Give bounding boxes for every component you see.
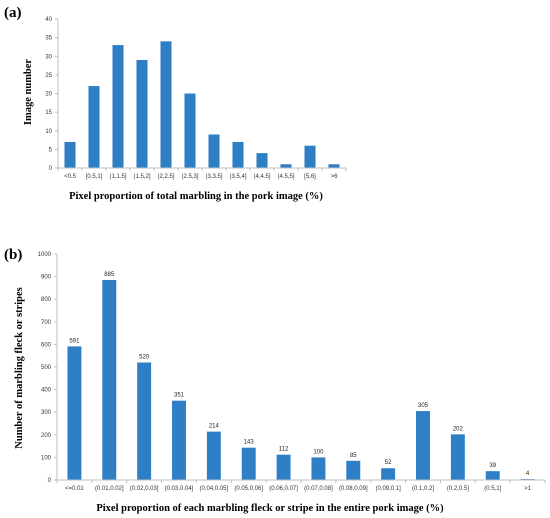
panel-b-bar	[241, 447, 256, 480]
panel-a-bar	[160, 41, 172, 168]
panel-a-bar	[136, 59, 148, 168]
panel-b-y-tick-label: 300	[41, 410, 52, 416]
panel-b-bar	[416, 411, 430, 480]
panel-b-bar	[485, 471, 500, 480]
panel-b-data-label: 100	[313, 449, 324, 455]
panel-b-data-label: 885	[104, 272, 115, 278]
panel-b-y-tick-label: 900	[41, 275, 52, 281]
panel-b-y-tick-label: 500	[41, 365, 52, 371]
panel-a-bar	[256, 153, 268, 168]
panel-a-x-tick-label: (2.5,3]	[181, 174, 198, 180]
panel-a-y-tick-label: 20	[45, 92, 52, 98]
panel-b-y-tick-label: 0	[48, 478, 52, 484]
panel-b-bar	[311, 457, 326, 480]
panel-a-x-tick-label: >6	[331, 174, 339, 180]
panel-b-data-label: 85	[350, 453, 357, 459]
panel-b-y-tick-label: 400	[41, 388, 52, 394]
panel-b-x-tick-label: (0.04,0.05]	[200, 486, 229, 492]
panel-a-x-axis-title: Pixel proportion of total marbling in th…	[69, 191, 323, 202]
panel-b-bar	[206, 431, 221, 480]
panel-b-data-label: 143	[244, 440, 255, 446]
panel-a-bar	[328, 164, 340, 168]
panel-a-y-tick-label: 10	[45, 129, 52, 135]
panel-a-y-tick-label: 15	[45, 110, 52, 116]
panel-a-bar	[304, 145, 316, 168]
panel-a-y-tick-label: 0	[49, 166, 53, 172]
panel-b-y-tick-label: 200	[41, 433, 52, 439]
panel-a-y-tick-label: 35	[45, 36, 52, 42]
panel-b: (b) Number of marbling fleck or stripes …	[4, 247, 546, 514]
panel-a-x-tick-label: [0.5,1]	[86, 174, 103, 180]
panel-b-bar	[381, 468, 396, 480]
panel-b-bar	[102, 279, 117, 480]
panel-a-x-tick-label: (4.5,5]	[277, 174, 294, 180]
panel-a-x-tick-label: (2,2.5]	[157, 174, 174, 180]
panel-b-x-tick-label: (0.03,0.04]	[165, 486, 194, 492]
panel-b-data-label: 52	[385, 460, 392, 466]
panel-b-data-label: 351	[174, 393, 185, 399]
panel-a-bar	[112, 45, 124, 169]
panel-a-x-tick-label: [5,6]	[304, 174, 316, 180]
panel-b-bar	[137, 362, 152, 480]
panel-a-bar	[232, 141, 244, 168]
panel-b-x-tick-label: (0.07,0.08]	[304, 486, 333, 492]
panel-b-bar	[67, 346, 82, 480]
panel-b-x-tick-label: (0.01,0.02]	[95, 486, 124, 492]
panel-b-x-tick-label: <=0.01	[65, 486, 84, 492]
panel-a-bar	[184, 93, 196, 168]
panel-b-y-tick-label: 800	[41, 297, 52, 303]
panel-b-data-label: 39	[489, 463, 496, 469]
panel-a-letter: (a)	[4, 5, 22, 21]
panel-b-x-tick-label: (0.09,0.1]	[375, 486, 401, 492]
panel-a-y-tick-label: 40	[45, 17, 52, 23]
panel-b-x-tick-label: (0.05,0.06]	[234, 486, 263, 492]
panel-b-data-label: 520	[139, 354, 150, 360]
panel-a-x-tick-label: (3.5,4]	[229, 174, 246, 180]
panel-a-y-axis-title: Image number	[23, 59, 34, 126]
panel-b-x-tick-label: (0.06,0.07]	[269, 486, 298, 492]
panel-a-x-tick-label: (1,1.5]	[109, 174, 126, 180]
panel-b-x-tick-label: (0.08,0.09]	[339, 486, 368, 492]
panel-b-bar	[276, 454, 291, 480]
panel-a-x-tick-label: (1.5,2]	[133, 174, 150, 180]
panel-b-y-tick-label: 1000	[38, 252, 52, 258]
panel-b-data-label: 202	[453, 426, 464, 432]
panel-b-y-tick-label: 600	[41, 342, 52, 348]
panel-a-x-tick-label: <0.5	[64, 174, 77, 180]
panel-b-x-axis-title: Pixel proportion of each marbling fleck …	[96, 503, 444, 514]
panel-b-data-label: 591	[69, 338, 80, 344]
panel-b-bar	[450, 434, 465, 480]
panel-a-bar	[64, 141, 76, 168]
panel-b-x-tick-label: (0.02,0.03]	[130, 486, 159, 492]
panel-b-x-tick-label: (0.1,0.2]	[412, 486, 434, 492]
panel-b-x-tick-label: (0.5,1]	[484, 486, 501, 492]
panel-b-y-tick-label: 700	[41, 320, 52, 326]
panel-b-data-label: 305	[418, 403, 429, 409]
panel-b-y-axis-title: Number of marbling fleck or stripes	[14, 287, 25, 448]
panel-a: (a) Image number Pixel proportion of tot…	[4, 5, 347, 202]
panel-b-bar	[172, 400, 186, 480]
panel-a-bar	[88, 86, 100, 168]
panel-a-bar	[208, 134, 220, 168]
panel-b-x-tick-label: >1	[524, 486, 532, 492]
panel-b-bar	[346, 460, 361, 480]
panel-b-x-tick-label: (0.2,0.5]	[447, 486, 469, 492]
panel-a-y-tick-label: 5	[49, 147, 53, 153]
panel-b-data-label: 214	[209, 424, 220, 430]
panel-a-x-tick-label: (3,3.5]	[205, 174, 222, 180]
panel-a-y-tick-label: 30	[45, 54, 52, 60]
panel-b-data-label: 4	[526, 471, 530, 477]
panel-a-bar	[280, 164, 292, 168]
panel-b-letter: (b)	[4, 247, 22, 263]
panel-a-y-tick-label: 25	[45, 73, 52, 79]
panel-b-y-tick-label: 100	[41, 455, 52, 461]
panel-b-data-label: 112	[279, 447, 289, 453]
panel-a-x-tick-label: (4,4.5]	[253, 174, 270, 180]
